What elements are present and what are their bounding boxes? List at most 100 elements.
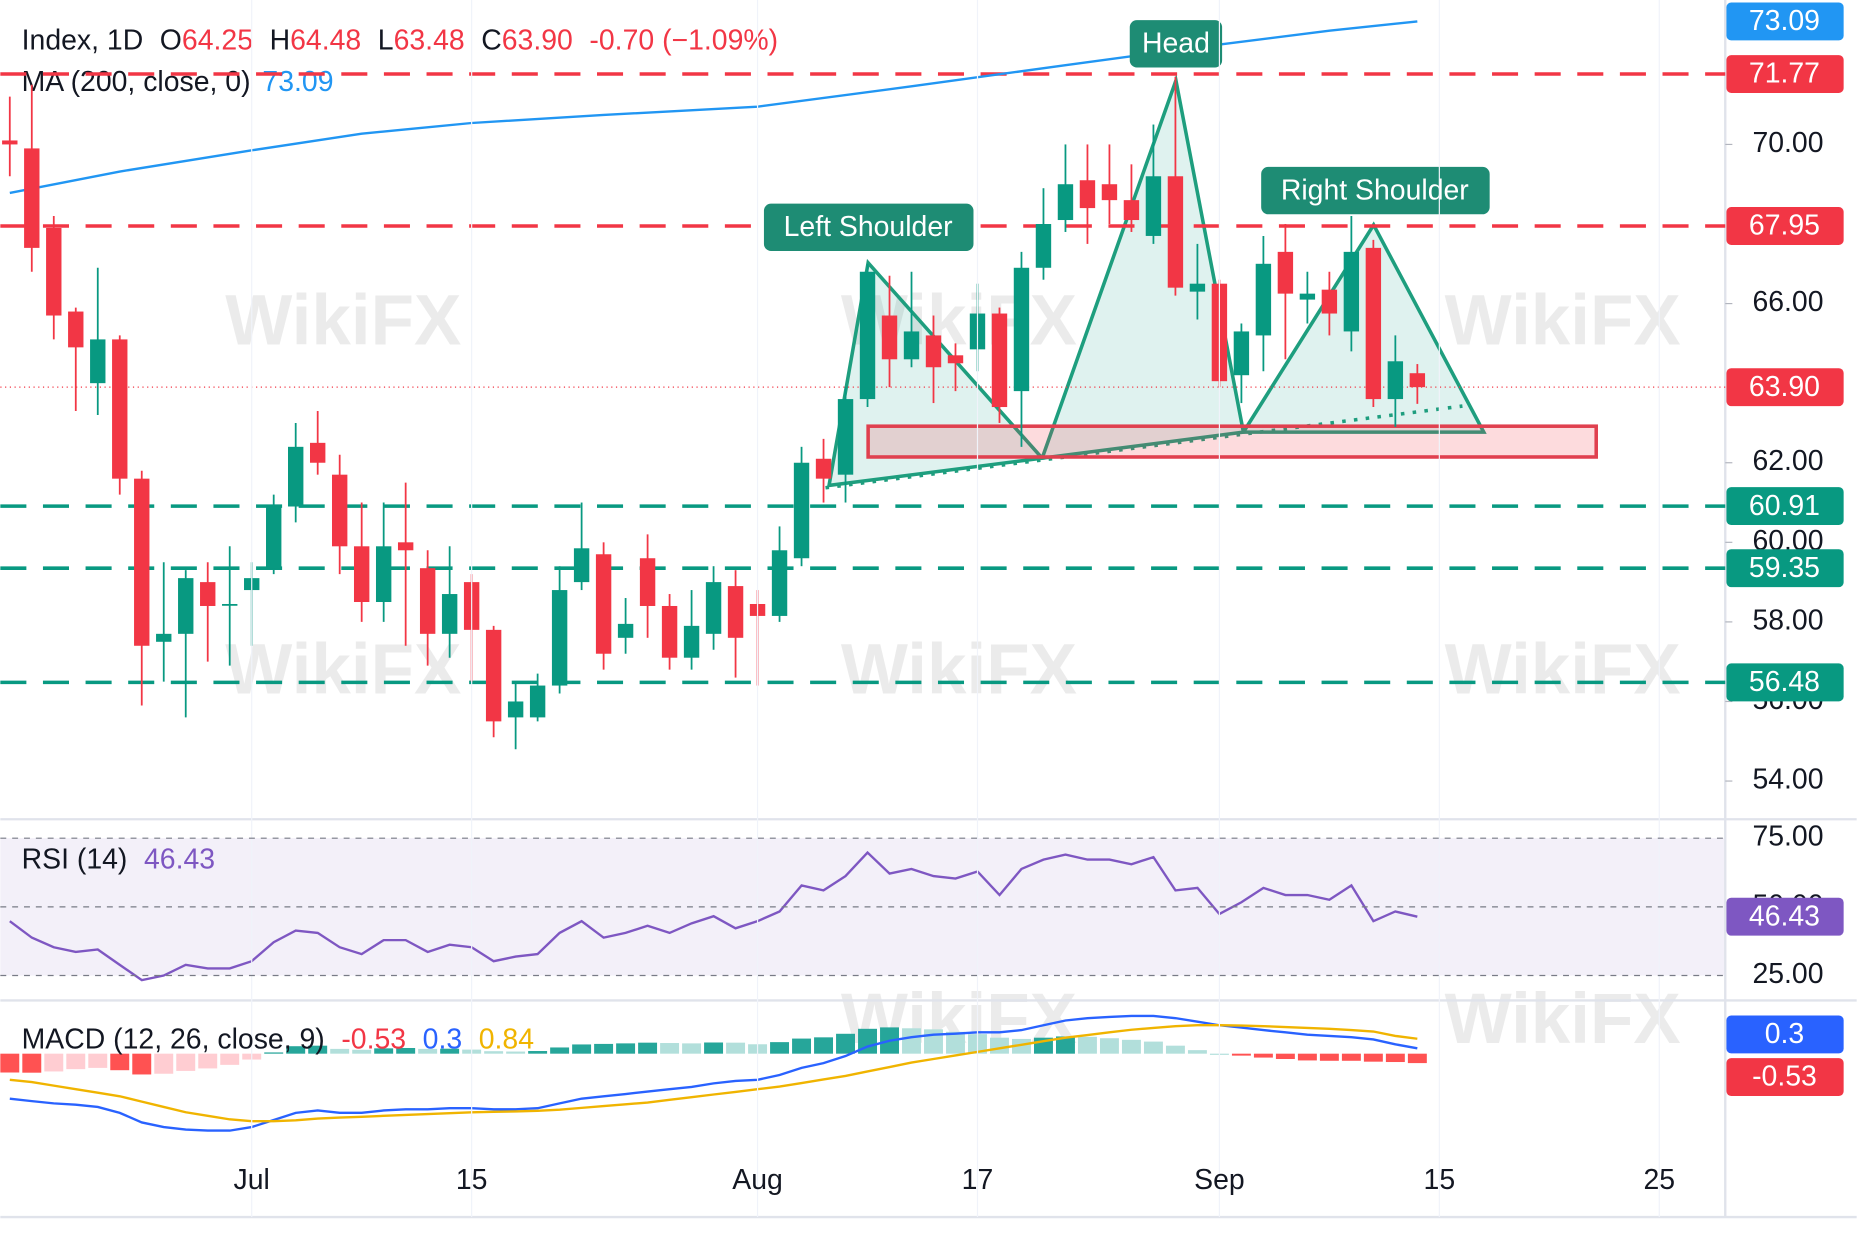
candle-body: [793, 462, 810, 559]
x-tick-label: Sep: [1194, 1164, 1245, 1196]
ohlc-key: L: [378, 24, 394, 56]
candle-body: [1343, 251, 1360, 332]
macd-histogram-bar: [1407, 1053, 1427, 1064]
price-tag-label: 60.91: [1749, 490, 1820, 522]
price-tag: [1726, 1015, 1844, 1054]
price-tag-label: 56.48: [1749, 666, 1820, 698]
x-tick-label: Aug: [732, 1164, 783, 1196]
y-tick-label: 54.00: [1752, 764, 1823, 796]
macd-histogram-bar: [660, 1043, 680, 1054]
candle-body: [661, 605, 678, 658]
price-tag-label: 71.77: [1749, 58, 1820, 90]
price-tag-label: 73.09: [1749, 5, 1820, 37]
candle-body: [771, 550, 788, 616]
macd-histogram-bar: [264, 1052, 284, 1054]
head-shape: [1039, 73, 1246, 461]
macd-histogram-bar: [0, 1053, 20, 1073]
ohlc-value: 64.25: [182, 24, 253, 56]
annotation: Right Shoulder: [1281, 174, 1469, 206]
ohlc-key: O: [160, 24, 182, 56]
candle-body: [925, 335, 942, 368]
signal-line: [9, 1024, 1418, 1123]
candle-body: [134, 478, 150, 646]
macd-histogram-bar: [1077, 1036, 1097, 1054]
candle-body: [1123, 200, 1140, 221]
candle-body: [1321, 289, 1338, 314]
macd-histogram-bar: [1363, 1053, 1383, 1062]
y-tick-label: 62.00: [1752, 445, 1823, 477]
ohlc-value: 63.48: [394, 24, 465, 56]
price-tag-label: 59.35: [1749, 552, 1820, 584]
macd-histogram-bar: [550, 1047, 570, 1054]
macd-histogram-bar: [506, 1051, 526, 1054]
candle-body: [1035, 224, 1052, 268]
candle-body: [200, 582, 216, 606]
macd-histogram-bar: [682, 1043, 702, 1054]
annotation-box: [763, 203, 974, 251]
price-tag-label: 46.43: [1749, 900, 1820, 932]
candle-body: [727, 586, 744, 638]
macd-value: 0.3: [423, 1023, 462, 1055]
macd-histogram-bar: [792, 1038, 812, 1054]
candle-body: [947, 355, 964, 364]
y-tick-label: 66.00: [1752, 286, 1823, 318]
candle-body: [68, 311, 84, 348]
macd-histogram-bar: [396, 1047, 416, 1054]
macd-histogram-bar: [110, 1053, 130, 1071]
x-tick-label: 15: [1424, 1164, 1456, 1196]
candle-body: [1167, 176, 1184, 288]
price-tag-label: 63.90: [1749, 371, 1820, 403]
candle-body: [441, 594, 458, 634]
candle-body: [419, 568, 436, 634]
x-tick-label: 25: [1643, 1164, 1675, 1196]
candle-body: [705, 582, 722, 634]
macd-histogram-bar: [1385, 1053, 1405, 1063]
macd-histogram-bar: [176, 1053, 196, 1071]
macd-histogram-bar: [924, 1029, 943, 1054]
price-tag: [1726, 663, 1844, 702]
macd-histogram-bar: [198, 1053, 218, 1069]
candle-body: [639, 558, 656, 606]
candle-body: [288, 446, 304, 507]
candle-body: [903, 331, 920, 360]
macd-histogram-bar: [1231, 1053, 1251, 1056]
macd-histogram-bar: [814, 1037, 834, 1054]
candle-body: [595, 554, 612, 654]
macd-histogram-bar: [88, 1053, 108, 1068]
ohlc-key: H: [270, 24, 291, 56]
price-tag-label: 0.3: [1765, 1018, 1805, 1050]
candle-body: [485, 629, 502, 722]
macd-histogram-bar: [440, 1048, 460, 1054]
candle-body: [1057, 184, 1074, 221]
macd-histogram-bar: [528, 1051, 548, 1054]
neckline: [825, 404, 1463, 490]
macd-histogram-bar: [352, 1049, 372, 1054]
price-tag-label: 67.95: [1749, 210, 1820, 242]
macd-legend: MACD (12, 26, close, 9) -0.53 0.3 0.84: [22, 1023, 534, 1055]
macd-histogram-bar: [1341, 1053, 1361, 1061]
macd-histogram-bar: [638, 1042, 658, 1054]
candle-body: [24, 148, 40, 248]
y-tick-label: 58.00: [1752, 604, 1823, 636]
candle-body: [266, 506, 282, 569]
macd-histogram-bar: [1143, 1041, 1163, 1054]
candle-body: [90, 339, 106, 384]
candle-body: [1189, 283, 1206, 292]
symbol: Index, 1D: [22, 24, 144, 56]
price-tag: [1726, 368, 1844, 407]
macd-histogram-bar: [1165, 1045, 1185, 1054]
macd-histogram-bar: [1297, 1053, 1317, 1061]
macd-histogram-bar: [594, 1043, 614, 1054]
price-tag: [1726, 55, 1844, 93]
annotations: Left Shoulder Head Right Shoulder: [763, 20, 1490, 251]
macd-histogram-bar: [308, 1045, 328, 1054]
candle-body: [2, 140, 18, 145]
ohlc-key: C: [481, 24, 502, 56]
candle-body: [178, 578, 194, 634]
macd-histogram-bar: [44, 1053, 64, 1072]
macd-histogram-bar: [726, 1042, 746, 1054]
candle-body: [353, 546, 370, 603]
support-zone: [866, 424, 1598, 459]
annotation-box: [1261, 166, 1490, 215]
candle-body: [551, 590, 568, 686]
